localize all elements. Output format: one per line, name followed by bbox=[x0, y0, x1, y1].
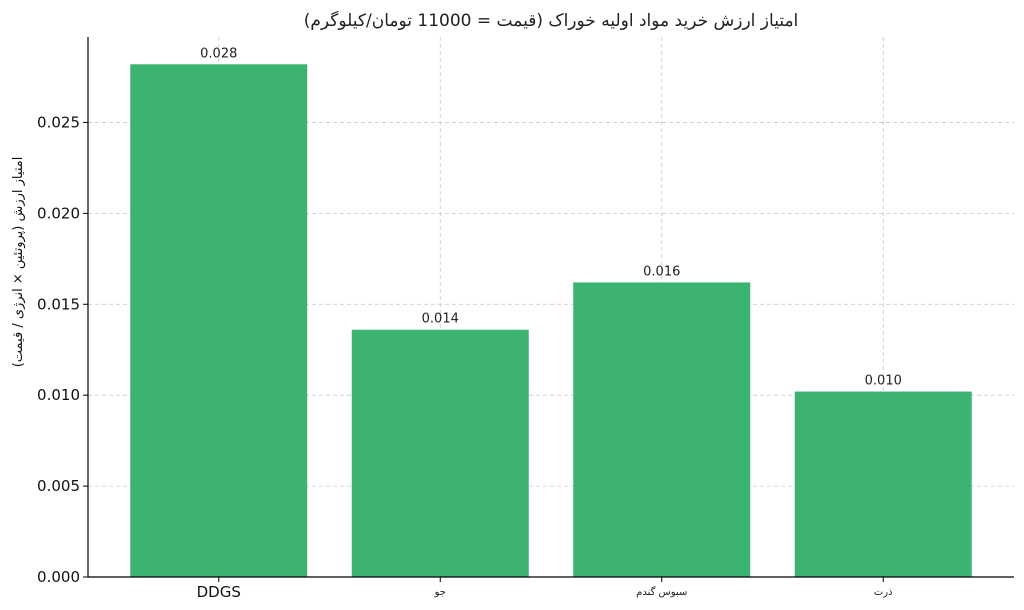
data-label: 0.016 bbox=[643, 264, 680, 279]
x-tick-label: ذرت bbox=[874, 587, 893, 598]
x-axis-ticks: DDGS جو سبوس گندم ذرت bbox=[197, 577, 893, 601]
y-tick-label: 0.005 bbox=[37, 477, 80, 495]
y-tick-label: 0.010 bbox=[37, 386, 80, 404]
data-label: 0.014 bbox=[422, 312, 459, 327]
data-label: 0.028 bbox=[200, 46, 237, 61]
chart-title: امتیاز ارزش خرید مواد اولیه خوراک (قیمت … bbox=[304, 10, 799, 31]
data-label: 0.010 bbox=[865, 374, 902, 389]
x-tick-label: DDGS bbox=[197, 583, 241, 601]
y-tick-label: 0.015 bbox=[37, 295, 80, 313]
x-tick-label: سبوس گندم bbox=[636, 586, 687, 598]
y-axis-ticks: 0.000 0.005 0.010 0.015 0.020 0.025 bbox=[37, 113, 88, 586]
bar bbox=[573, 282, 751, 577]
bars bbox=[130, 64, 972, 578]
y-tick-label: 0.020 bbox=[37, 204, 80, 222]
x-tick-label: جو bbox=[434, 587, 446, 598]
bar bbox=[794, 391, 972, 577]
bar bbox=[130, 64, 308, 578]
data-labels: 0.028 0.014 0.016 0.010 bbox=[200, 46, 902, 388]
bar bbox=[351, 329, 529, 577]
y-axis-label: امتیاز ارزش (پروتئین × انرژی / قیمت) bbox=[11, 157, 26, 368]
y-tick-label: 0.000 bbox=[37, 568, 80, 586]
y-tick-label: 0.025 bbox=[37, 113, 80, 131]
